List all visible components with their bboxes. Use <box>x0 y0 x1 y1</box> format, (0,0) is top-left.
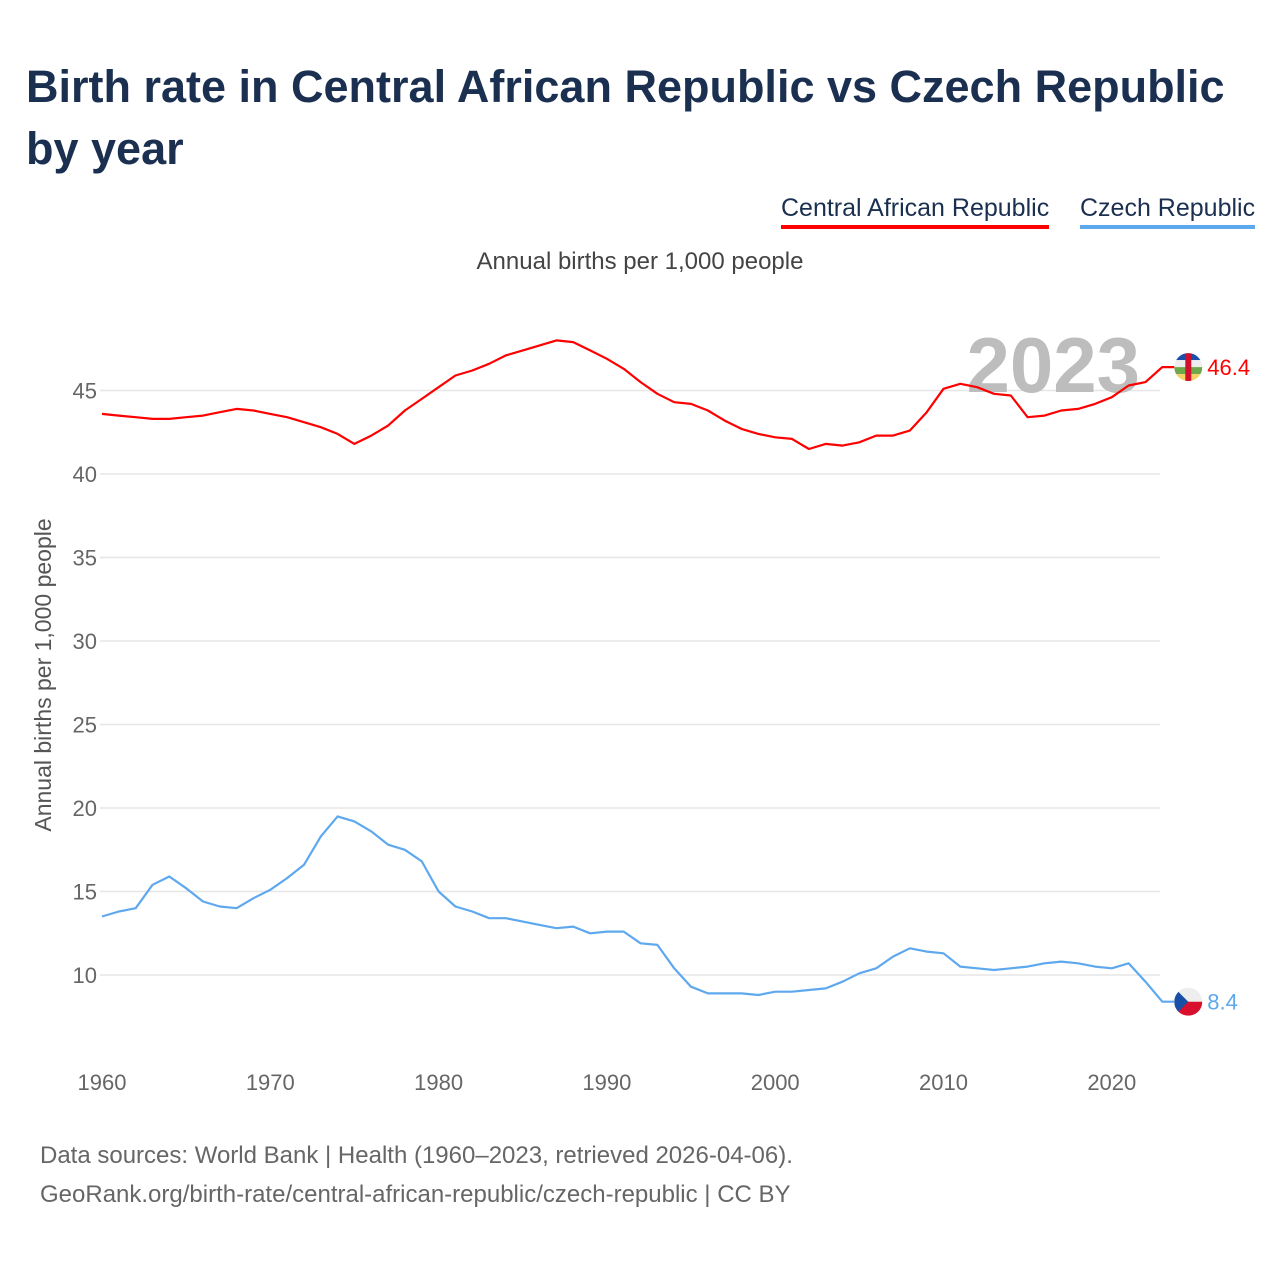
chart-subtitle: Annual births per 1,000 people <box>476 248 804 275</box>
x-tick-label: 1970 <box>246 1070 295 1095</box>
footer: Data sources: World Bank | Health (1960–… <box>40 1136 793 1214</box>
data-sources-text: Data sources: World Bank | Health (1960–… <box>40 1142 793 1169</box>
y-tick-label: 35 <box>73 546 97 571</box>
source-link[interactable]: GeoRank.org/birth-rate/central-african-r… <box>40 1181 791 1208</box>
end-value-label: 8.4 <box>1207 990 1238 1015</box>
central-african-republic-flag-icon <box>1174 353 1203 382</box>
legend-item-czech-republic[interactable]: Czech Republic <box>1080 194 1256 229</box>
legend-item-central-african-republic[interactable]: Central African Republic <box>781 194 1050 229</box>
y-tick-label: 40 <box>73 462 97 487</box>
y-tick-label: 25 <box>73 713 97 738</box>
series-line-central-african-republic <box>101 339 1175 451</box>
y-tick-label: 15 <box>73 880 97 905</box>
y-tick-label: 45 <box>73 379 97 404</box>
y-tick-label: 20 <box>73 796 97 821</box>
series-line-czech-republic <box>101 815 1175 1003</box>
x-tick-label: 1990 <box>582 1070 631 1095</box>
x-tick-label: 1980 <box>414 1070 463 1095</box>
y-axis-label: Annual births per 1,000 people <box>30 518 56 831</box>
chart-title: Birth rate in Central African Republic v… <box>26 61 1225 174</box>
x-tick-label: 2010 <box>919 1070 968 1095</box>
end-value-label: 46.4 <box>1207 355 1250 380</box>
y-tick-label: 30 <box>73 629 97 654</box>
y-tick-label: 10 <box>73 963 97 988</box>
x-tick-label: 2000 <box>751 1070 800 1095</box>
x-tick-label: 1960 <box>78 1070 127 1095</box>
czech-republic-flag-icon <box>1174 987 1203 1016</box>
x-tick-label: 2020 <box>1087 1070 1136 1095</box>
